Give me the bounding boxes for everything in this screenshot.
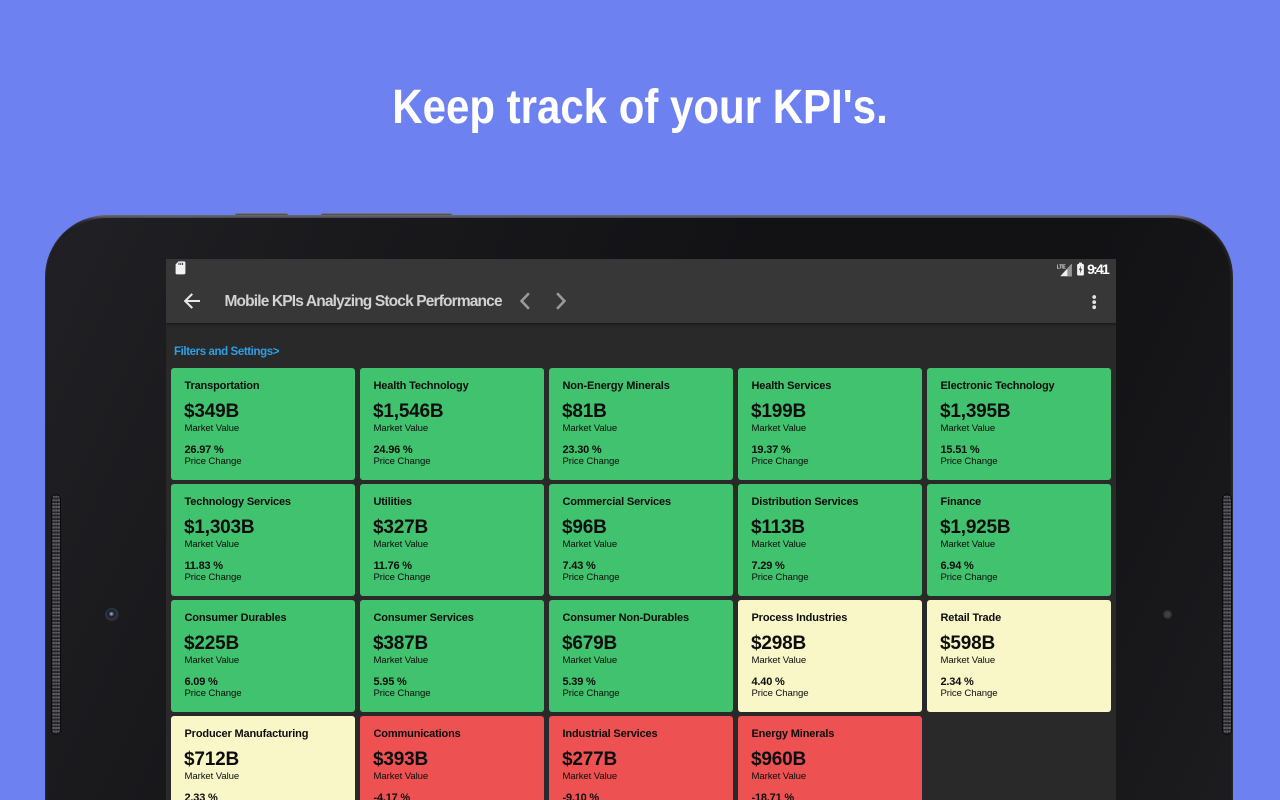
svg-text:LTE: LTE xyxy=(1057,264,1066,270)
